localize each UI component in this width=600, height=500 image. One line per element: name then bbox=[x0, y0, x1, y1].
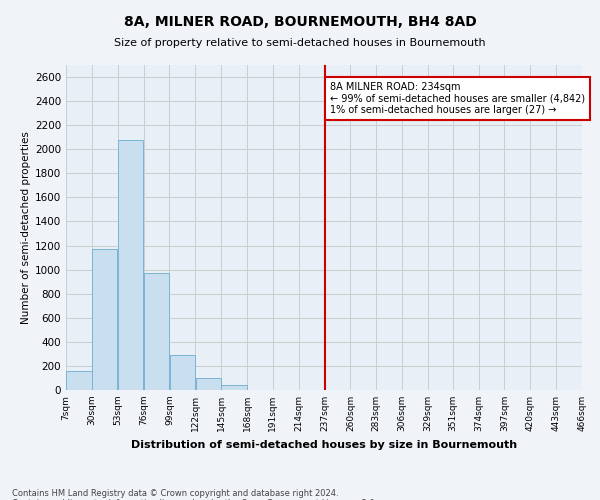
Bar bbox=[170, 355, 195, 390]
Text: Size of property relative to semi-detached houses in Bournemouth: Size of property relative to semi-detach… bbox=[114, 38, 486, 48]
Bar bbox=[196, 378, 221, 390]
Text: Contains public sector information licensed under the Open Government Licence v3: Contains public sector information licen… bbox=[12, 498, 377, 500]
Bar bbox=[221, 385, 247, 390]
Bar bbox=[66, 370, 92, 390]
Bar bbox=[118, 140, 143, 390]
Bar bbox=[144, 273, 169, 390]
Text: Contains HM Land Registry data © Crown copyright and database right 2024.: Contains HM Land Registry data © Crown c… bbox=[12, 488, 338, 498]
Text: 8A, MILNER ROAD, BOURNEMOUTH, BH4 8AD: 8A, MILNER ROAD, BOURNEMOUTH, BH4 8AD bbox=[124, 15, 476, 29]
Text: 8A MILNER ROAD: 234sqm
← 99% of semi-detached houses are smaller (4,842)
1% of s: 8A MILNER ROAD: 234sqm ← 99% of semi-det… bbox=[330, 82, 586, 115]
X-axis label: Distribution of semi-detached houses by size in Bournemouth: Distribution of semi-detached houses by … bbox=[131, 440, 517, 450]
Bar bbox=[92, 249, 118, 390]
Y-axis label: Number of semi-detached properties: Number of semi-detached properties bbox=[21, 131, 31, 324]
